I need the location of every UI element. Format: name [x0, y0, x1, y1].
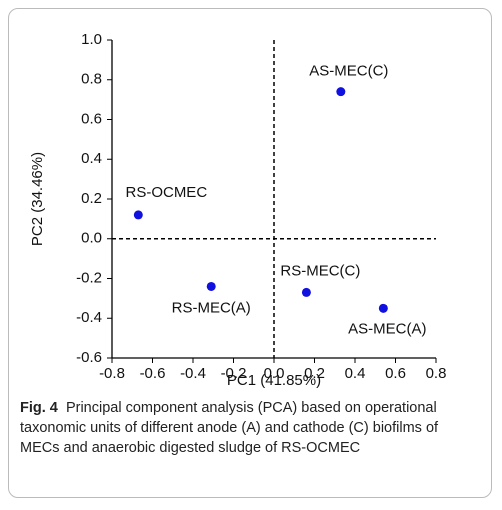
point — [133, 210, 143, 220]
x-tick-label: -0.2 — [221, 365, 247, 382]
figure-frame — [8, 8, 492, 498]
x-axis-label: PC1 (41.85%) — [227, 372, 321, 389]
y-tick-label: -0.4 — [76, 309, 102, 326]
chart: PC1 (41.85%) PC2 (34.46%) -0.6 -0.4 -0.2 0.… — [29, 31, 447, 389]
y-tick-label: 0.6 — [81, 110, 102, 127]
x-tick-label: 0.8 — [426, 365, 447, 382]
caption: Fig. 4 Principal component analysis (PCA… — [20, 398, 480, 458]
y-tick-label: 0.4 — [81, 150, 102, 167]
point — [378, 303, 388, 313]
point — [301, 287, 311, 297]
point — [206, 281, 216, 291]
caption-label: Fig. 4 — [20, 400, 58, 416]
y-axis-label: PC2 (34.46%) — [29, 152, 46, 246]
x-tick-label: 0.6 — [385, 365, 406, 382]
x-tick-label: -0.8 — [99, 365, 125, 382]
point-label: RS-MEC(C) — [280, 262, 360, 279]
x-tick-label: 0.0 — [264, 365, 285, 382]
point-label: RS-MEC(A) — [172, 299, 251, 316]
x-tick-label: 0.4 — [345, 365, 366, 382]
y-tick-label: 0.2 — [81, 190, 102, 207]
point-label: AS-MEC(C) — [309, 63, 388, 80]
point — [336, 87, 346, 97]
x-tick-label: -0.6 — [140, 365, 166, 382]
caption-text: Principal component analysis (PCA) based… — [20, 400, 439, 456]
y-tick-label: -0.6 — [76, 349, 102, 366]
y-tick-label: 0.0 — [81, 230, 102, 247]
y-tick-label: 0.8 — [81, 71, 102, 88]
point-label: AS-MEC(A) — [348, 320, 426, 337]
x-tick-label: 0.2 — [304, 365, 325, 382]
point-label: RS-OCMEC — [125, 184, 207, 201]
y-tick-label: -0.2 — [76, 269, 102, 286]
y-tick-label: 1.0 — [81, 31, 102, 48]
x-tick-label: -0.4 — [180, 365, 206, 382]
